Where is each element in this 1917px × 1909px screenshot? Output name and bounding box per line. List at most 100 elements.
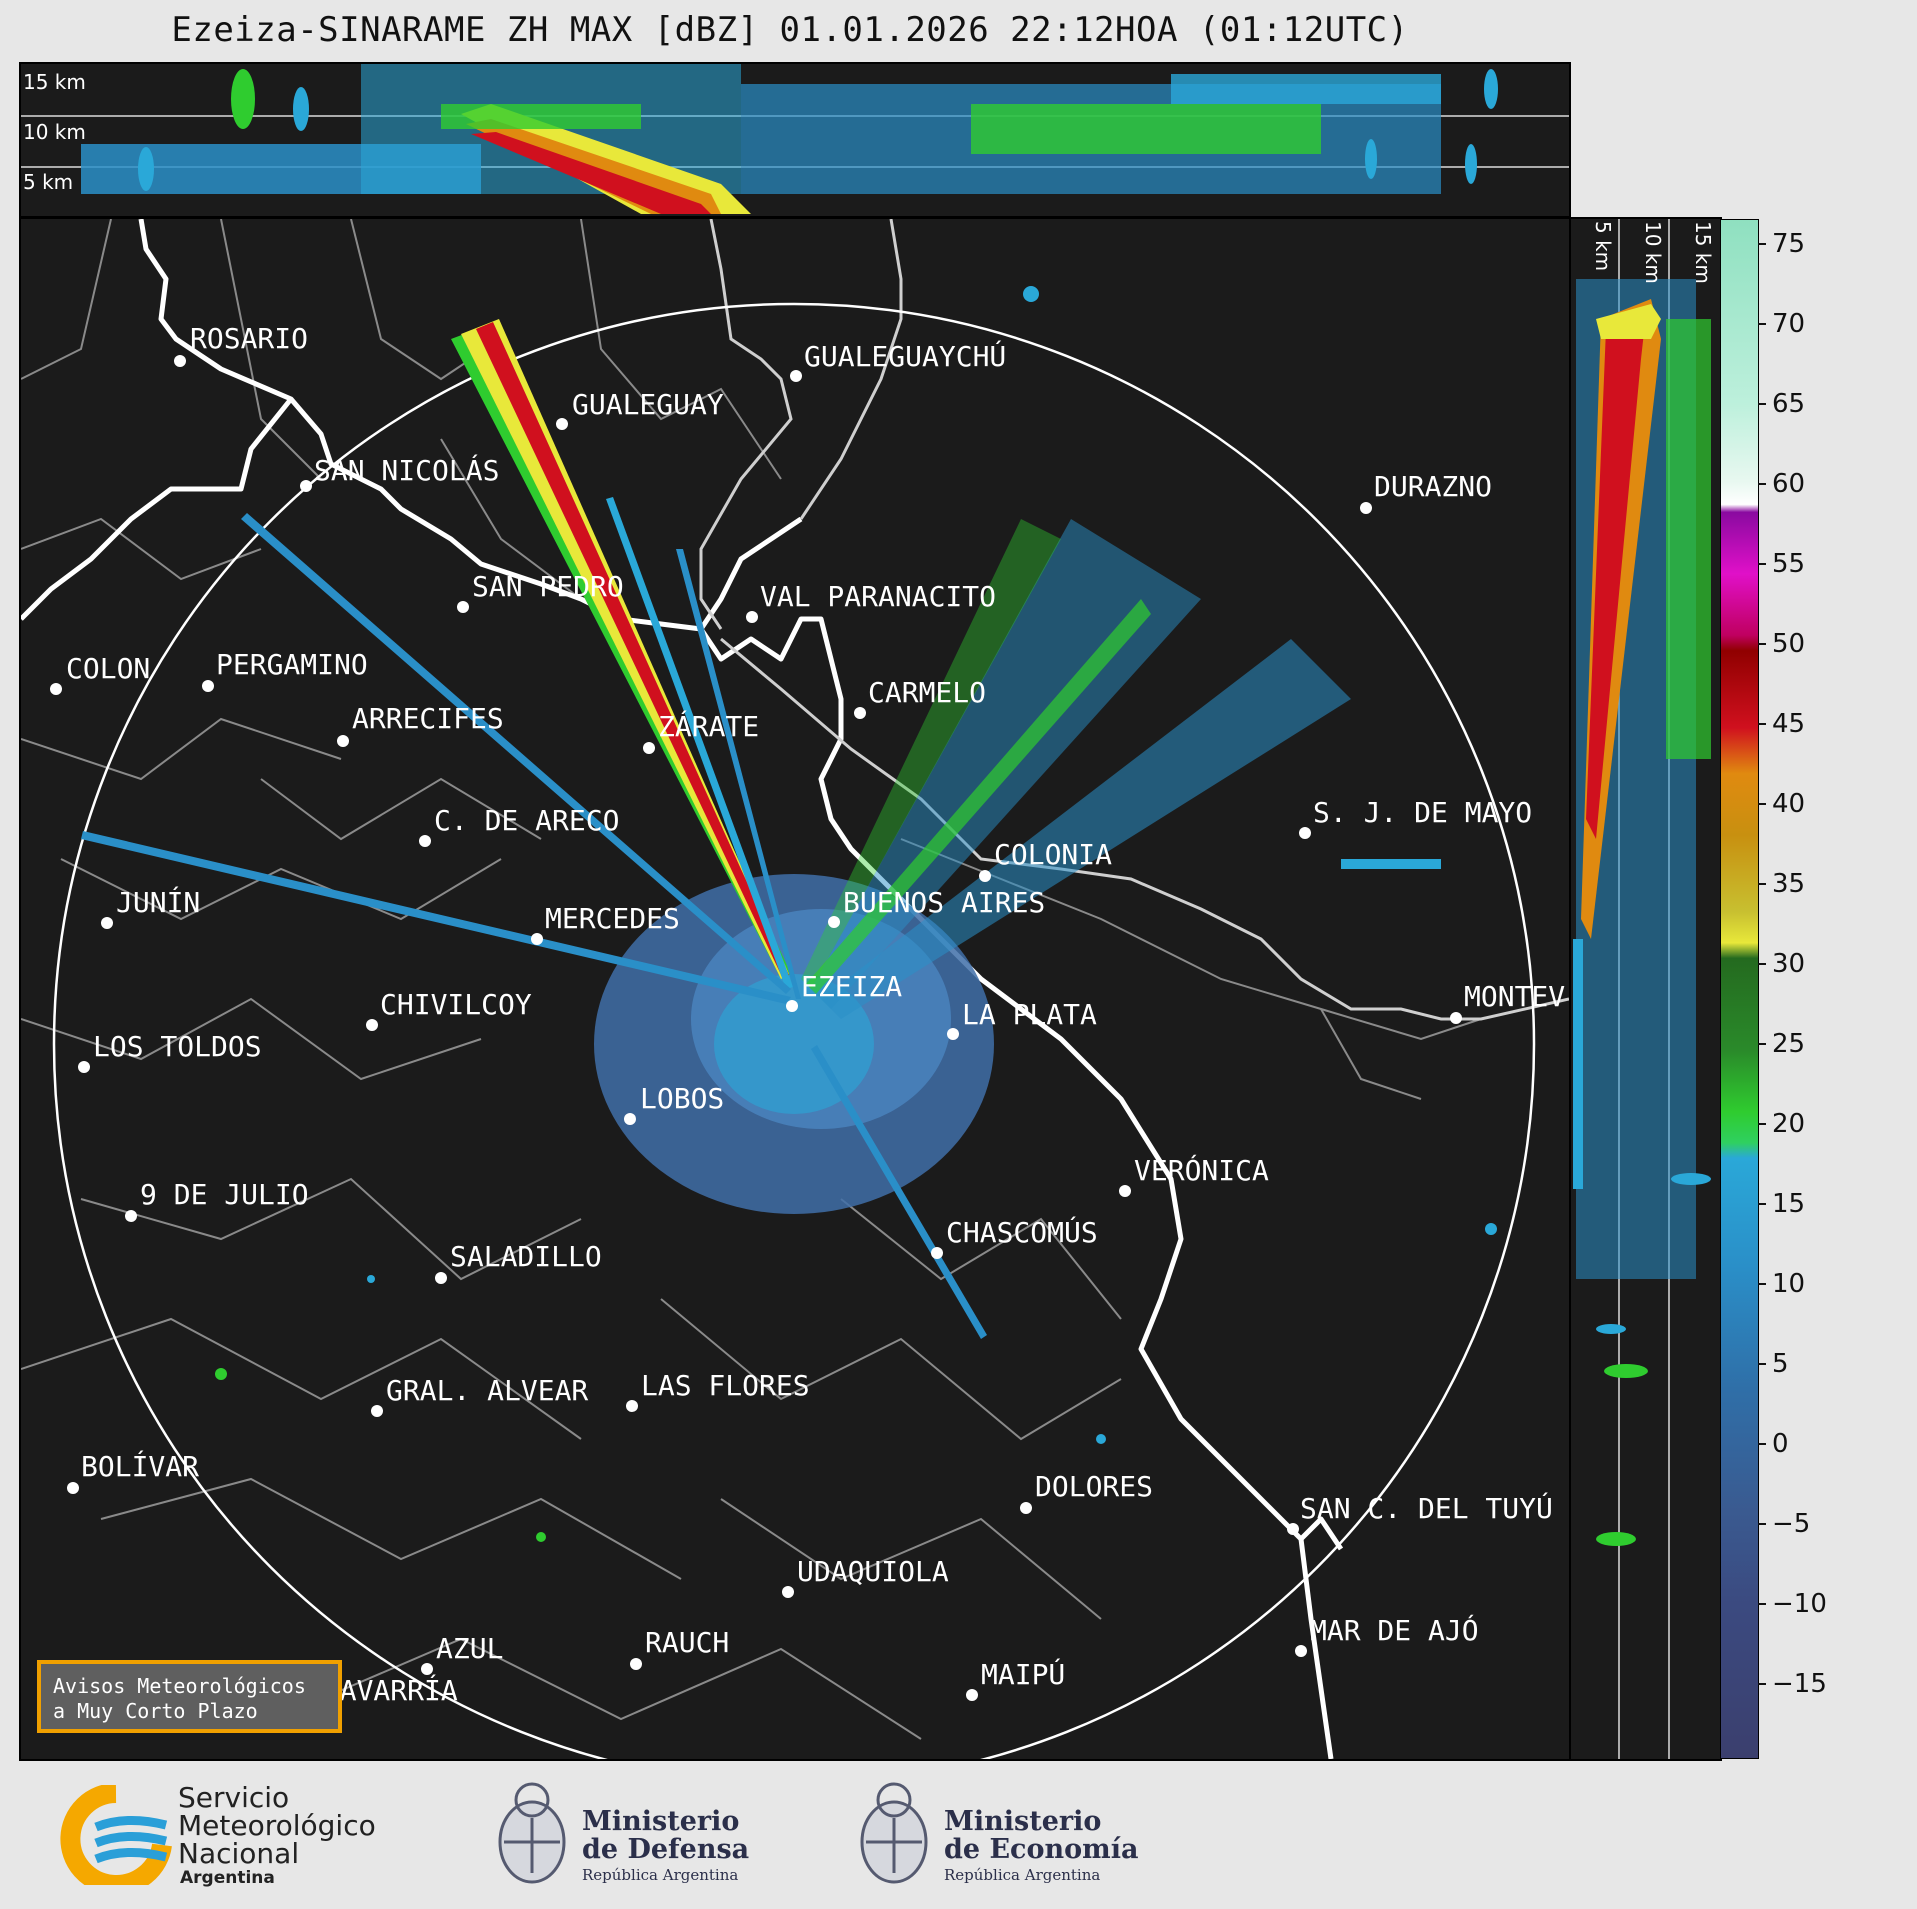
cb-label-40: 40 bbox=[1772, 789, 1806, 819]
warning-box-overlay[interactable]: Avisos Meteorológicos a Muy Corto Plazo bbox=[37, 1660, 342, 1733]
cb-tick bbox=[1758, 323, 1766, 325]
cb-tick bbox=[1758, 1203, 1766, 1205]
side-km-label-5: 5 km bbox=[1591, 221, 1615, 272]
cb-label-5: 5 bbox=[1772, 1349, 1789, 1379]
city-label-lobos: LOBOS bbox=[640, 1082, 725, 1115]
top-cross-section-panel: 15 km 10 km 5 km bbox=[19, 62, 1571, 218]
city-dot bbox=[746, 611, 758, 623]
city-label-dolores: DOLORES bbox=[1035, 1470, 1154, 1503]
cb-label-15: 15 bbox=[1772, 1189, 1806, 1219]
city-label-bolivar: BOLÍVAR bbox=[81, 1450, 200, 1483]
side-km-label-15: 15 km bbox=[1691, 221, 1715, 284]
city-dot bbox=[782, 1586, 794, 1598]
smn-logo-icon bbox=[60, 1785, 172, 1885]
city-dot bbox=[1119, 1185, 1131, 1197]
city-label-junin: JUNÍN bbox=[116, 886, 201, 919]
defensa-shield-icon bbox=[498, 1782, 566, 1884]
cb-tick bbox=[1758, 1123, 1766, 1125]
city-label-gral-alvear: GRAL. ALVEAR bbox=[386, 1374, 589, 1407]
cb-label-10: 10 bbox=[1772, 1269, 1806, 1299]
city-label-rauch: RAUCH bbox=[645, 1626, 730, 1659]
cb-label-minus5: −5 bbox=[1772, 1509, 1811, 1539]
city-label-val-paranacito: VAL PARANACITO bbox=[760, 580, 997, 613]
city-dot bbox=[419, 835, 431, 847]
city-label-rosario: ROSARIO bbox=[190, 322, 309, 355]
cb-label-0: 0 bbox=[1772, 1429, 1789, 1459]
cb-tick bbox=[1758, 1043, 1766, 1045]
city-label-9-de-julio: 9 DE JULIO bbox=[140, 1178, 309, 1211]
city-dot bbox=[1020, 1502, 1032, 1514]
cb-label-25: 25 bbox=[1772, 1029, 1806, 1059]
city-label-buenos-aires: BUENOS AIRES bbox=[843, 886, 1046, 919]
city-label-chascomus: CHASCOMÚS bbox=[946, 1216, 1098, 1249]
smn-line-3: Nacional bbox=[178, 1837, 300, 1870]
city-dot bbox=[337, 735, 349, 747]
city-label-maipu: MAIPÚ bbox=[981, 1658, 1066, 1691]
city-dot bbox=[1360, 502, 1372, 514]
city-label-mar-de-ajo: MAR DE AJÓ bbox=[1310, 1614, 1479, 1647]
side-km-label-10: 10 km bbox=[1641, 221, 1665, 284]
city-label-san-pedro: SAN PEDRO bbox=[472, 570, 624, 603]
cb-label-20: 20 bbox=[1772, 1109, 1806, 1139]
defensa-line-3: República Argentina bbox=[582, 1866, 739, 1884]
cb-tick bbox=[1758, 1283, 1766, 1285]
cb-tick bbox=[1758, 483, 1766, 485]
cb-label-60: 60 bbox=[1772, 469, 1806, 499]
city-label-san-clemente-del-tuyu: SAN C. DEL TUYÚ bbox=[1300, 1492, 1553, 1525]
city-dot bbox=[1450, 1012, 1462, 1024]
cb-label-30: 30 bbox=[1772, 949, 1806, 979]
cb-tick bbox=[1758, 563, 1766, 565]
defensa-line-1: Ministerio bbox=[582, 1806, 740, 1837]
map-title: Ezeiza-SINARAME ZH MAX [dBZ] 01.01.2026 … bbox=[171, 10, 1409, 50]
city-label-colon: COLON bbox=[66, 652, 151, 685]
city-label-ezeiza: EZEIZA bbox=[801, 970, 903, 1003]
city-label-san-nicolas: SAN NICOLÁS bbox=[314, 454, 500, 487]
cb-label-75: 75 bbox=[1772, 229, 1806, 259]
city-dot bbox=[643, 742, 655, 754]
cb-tick bbox=[1758, 883, 1766, 885]
top-km-label-10: 10 km bbox=[23, 120, 86, 144]
cb-tick bbox=[1758, 243, 1766, 245]
side-cross-section-echoes bbox=[1573, 219, 1711, 1759]
city-dot bbox=[50, 683, 62, 695]
city-label-veronica: VERÓNICA bbox=[1134, 1154, 1269, 1187]
city-label-colonia: COLONIA bbox=[994, 838, 1113, 871]
smn-line-2: Meteorológico bbox=[178, 1809, 376, 1842]
city-dot bbox=[630, 1658, 642, 1670]
city-label-las-flores: LAS FLORES bbox=[641, 1369, 810, 1402]
cb-tick bbox=[1758, 963, 1766, 965]
economia-line-1: Ministerio bbox=[944, 1806, 1102, 1837]
radar-map-panel bbox=[19, 217, 1571, 1761]
cb-label-35: 35 bbox=[1772, 869, 1806, 899]
city-label-saladillo: SALADILLO bbox=[450, 1240, 602, 1273]
cb-label-55: 55 bbox=[1772, 549, 1806, 579]
economia-shield-icon bbox=[860, 1782, 928, 1884]
city-dot bbox=[371, 1405, 383, 1417]
city-dot bbox=[125, 1210, 137, 1222]
city-label-la-plata: LA PLATA bbox=[962, 998, 1097, 1031]
city-dot bbox=[854, 707, 866, 719]
top-cross-section-echoes bbox=[21, 64, 1569, 214]
city-dot bbox=[78, 1061, 90, 1073]
city-dot bbox=[624, 1113, 636, 1125]
city-label-gualeguaychu: GUALEGUAYCHÚ bbox=[804, 340, 1007, 373]
city-label-carmen-de-areco: C. DE ARECO bbox=[434, 804, 620, 837]
city-dot bbox=[556, 418, 568, 430]
top-km-label-5: 5 km bbox=[23, 170, 74, 194]
city-dot bbox=[966, 1689, 978, 1701]
cb-label-50: 50 bbox=[1772, 629, 1806, 659]
city-dot bbox=[790, 370, 802, 382]
city-dot bbox=[174, 355, 186, 367]
cb-tick bbox=[1758, 1443, 1766, 1445]
city-dot bbox=[421, 1663, 433, 1675]
cb-tick bbox=[1758, 1523, 1766, 1525]
city-dot bbox=[1287, 1523, 1299, 1535]
warning-overlay-line-1: Avisos Meteorológicos bbox=[53, 1674, 306, 1698]
city-label-durazno: DURAZNO bbox=[1374, 470, 1493, 503]
economia-line-2: de Economía bbox=[944, 1834, 1139, 1865]
cb-tick bbox=[1758, 723, 1766, 725]
city-label-los-toldos: LOS TOLDOS bbox=[93, 1030, 262, 1063]
city-label-carmelo: CARMELO bbox=[868, 676, 987, 709]
cb-label-minus15: −15 bbox=[1772, 1669, 1827, 1699]
city-dot bbox=[300, 480, 312, 492]
